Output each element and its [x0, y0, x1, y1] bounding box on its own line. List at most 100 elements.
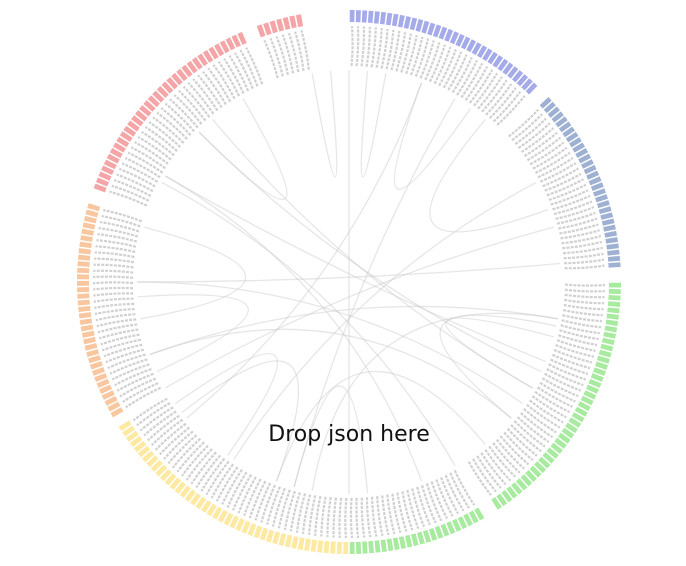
ring-segment-slate[interactable] — [569, 137, 582, 148]
node-label[interactable] — [92, 281, 134, 285]
ring-segment-red[interactable] — [96, 177, 109, 187]
ring-segment-yellow[interactable] — [278, 533, 287, 546]
ring-segment-slate[interactable] — [578, 153, 592, 164]
node-label[interactable] — [376, 496, 384, 537]
ring-segment-green[interactable] — [595, 361, 608, 370]
ring-segment-red[interactable] — [135, 110, 148, 122]
ring-segment-yellow[interactable] — [223, 512, 234, 526]
ring-segment-red[interactable] — [166, 77, 178, 90]
ring-segment-blue[interactable] — [438, 26, 448, 40]
ring-segment-blue[interactable] — [355, 10, 361, 23]
ring-segment-green[interactable] — [574, 406, 588, 417]
ring-segment-red[interactable] — [119, 131, 133, 142]
ring-segment-blue[interactable] — [367, 10, 374, 24]
ring-segment-green2[interactable] — [368, 540, 375, 554]
node-label[interactable] — [360, 26, 366, 67]
ring-segment-red[interactable] — [176, 68, 188, 82]
ring-segment-red[interactable] — [231, 34, 241, 48]
ring-segment-slate[interactable] — [558, 121, 572, 133]
ring-segment-green2[interactable] — [428, 527, 438, 541]
ring-segment-green[interactable] — [546, 447, 559, 459]
ring-segment-yellow[interactable] — [200, 500, 212, 513]
ring-segment-yellow[interactable] — [125, 430, 139, 442]
ring-segment-orange[interactable] — [77, 274, 90, 280]
node-label[interactable] — [320, 496, 327, 537]
ring-segment-slate[interactable] — [547, 106, 560, 118]
node-label[interactable] — [564, 298, 605, 305]
node-label[interactable] — [132, 397, 168, 422]
node-label[interactable] — [564, 293, 605, 299]
ring-segment-orange[interactable] — [81, 228, 95, 236]
node-label[interactable] — [563, 252, 604, 260]
ring-segment-slate[interactable] — [601, 218, 615, 226]
ring-segment-orange[interactable] — [87, 355, 101, 364]
ring-segment-slate[interactable] — [605, 237, 619, 244]
ring-segment-red[interactable] — [93, 183, 107, 193]
node-label[interactable] — [99, 220, 140, 233]
ring-segment-green[interactable] — [515, 478, 528, 491]
node-label[interactable] — [564, 283, 606, 287]
ring-segment-blue[interactable] — [516, 74, 529, 87]
ring-segment-blue[interactable] — [502, 62, 514, 75]
node-label[interactable] — [95, 245, 136, 253]
ring-segment-red[interactable] — [171, 72, 183, 86]
ring-segment-orange[interactable] — [77, 293, 90, 299]
ring-segment-green[interactable] — [588, 378, 602, 388]
node-label[interactable] — [564, 288, 605, 293]
ring-segment-yellow[interactable] — [212, 506, 223, 520]
ring-segment-blue[interactable] — [415, 19, 424, 32]
ring-segment-yellow[interactable] — [284, 534, 293, 548]
ring-segment-blue[interactable] — [521, 78, 533, 91]
ring-segment-blue[interactable] — [349, 10, 355, 23]
node-label[interactable] — [307, 495, 317, 535]
node-label[interactable] — [92, 286, 134, 291]
ring-segment-green2[interactable] — [404, 534, 413, 548]
ring-segment-orange[interactable] — [77, 261, 90, 267]
node-label[interactable] — [559, 223, 599, 235]
ring-segment-yellow[interactable] — [169, 477, 182, 490]
node-label[interactable] — [365, 26, 371, 67]
ring-segment-orange[interactable] — [77, 254, 91, 261]
ring-segment-green[interactable] — [598, 349, 612, 358]
ring-segment-green2[interactable] — [380, 539, 387, 552]
ring-segment-green2[interactable] — [349, 541, 355, 554]
node-label[interactable] — [332, 497, 338, 538]
ring-segment-slate[interactable] — [580, 159, 594, 169]
ring-segment-yellow[interactable] — [146, 455, 159, 468]
ring-segment-slate[interactable] — [603, 224, 616, 232]
ring-segment-green[interactable] — [550, 442, 563, 454]
ring-segment-yellow[interactable] — [159, 468, 172, 482]
ring-segment-green[interactable] — [603, 331, 616, 339]
ring-segment-yellow[interactable] — [343, 541, 349, 554]
ring-segment-red[interactable] — [225, 37, 236, 51]
node-label[interactable] — [326, 497, 332, 538]
ring-segment-orange[interactable] — [86, 349, 100, 358]
ring-segment-red[interactable] — [106, 153, 120, 164]
ring-segment-green[interactable] — [600, 343, 614, 352]
ring-segment-green[interactable] — [604, 325, 618, 333]
node-label[interactable] — [556, 339, 596, 352]
node-label[interactable] — [349, 497, 354, 539]
ring-segment-yellow[interactable] — [174, 481, 186, 494]
ring-segment-orange[interactable] — [89, 361, 103, 370]
node-label[interactable] — [562, 308, 603, 317]
ring-segment-green[interactable] — [596, 355, 610, 364]
ring-segment-yellow[interactable] — [317, 540, 324, 553]
ring-segment-green[interactable] — [605, 319, 619, 327]
ring-segment-blue[interactable] — [507, 66, 519, 79]
ring-segment-orange[interactable] — [82, 222, 96, 230]
ring-segment-yellow[interactable] — [297, 537, 305, 551]
ring-segment-blue[interactable] — [460, 36, 471, 50]
ring-segment-blue[interactable] — [449, 31, 459, 45]
ring-segment-green[interactable] — [580, 395, 594, 406]
node-label[interactable] — [564, 264, 605, 270]
node-label[interactable] — [93, 269, 134, 274]
ring-segment-red[interactable] — [143, 100, 156, 112]
ring-segment-green[interactable] — [586, 384, 599, 394]
ring-segment-orange[interactable] — [110, 407, 124, 418]
ring-segment-slate[interactable] — [604, 230, 618, 238]
ring-segment-slate[interactable] — [607, 249, 620, 256]
ring-segment-blue[interactable] — [444, 28, 454, 42]
ring-segment-yellow[interactable] — [164, 473, 177, 486]
